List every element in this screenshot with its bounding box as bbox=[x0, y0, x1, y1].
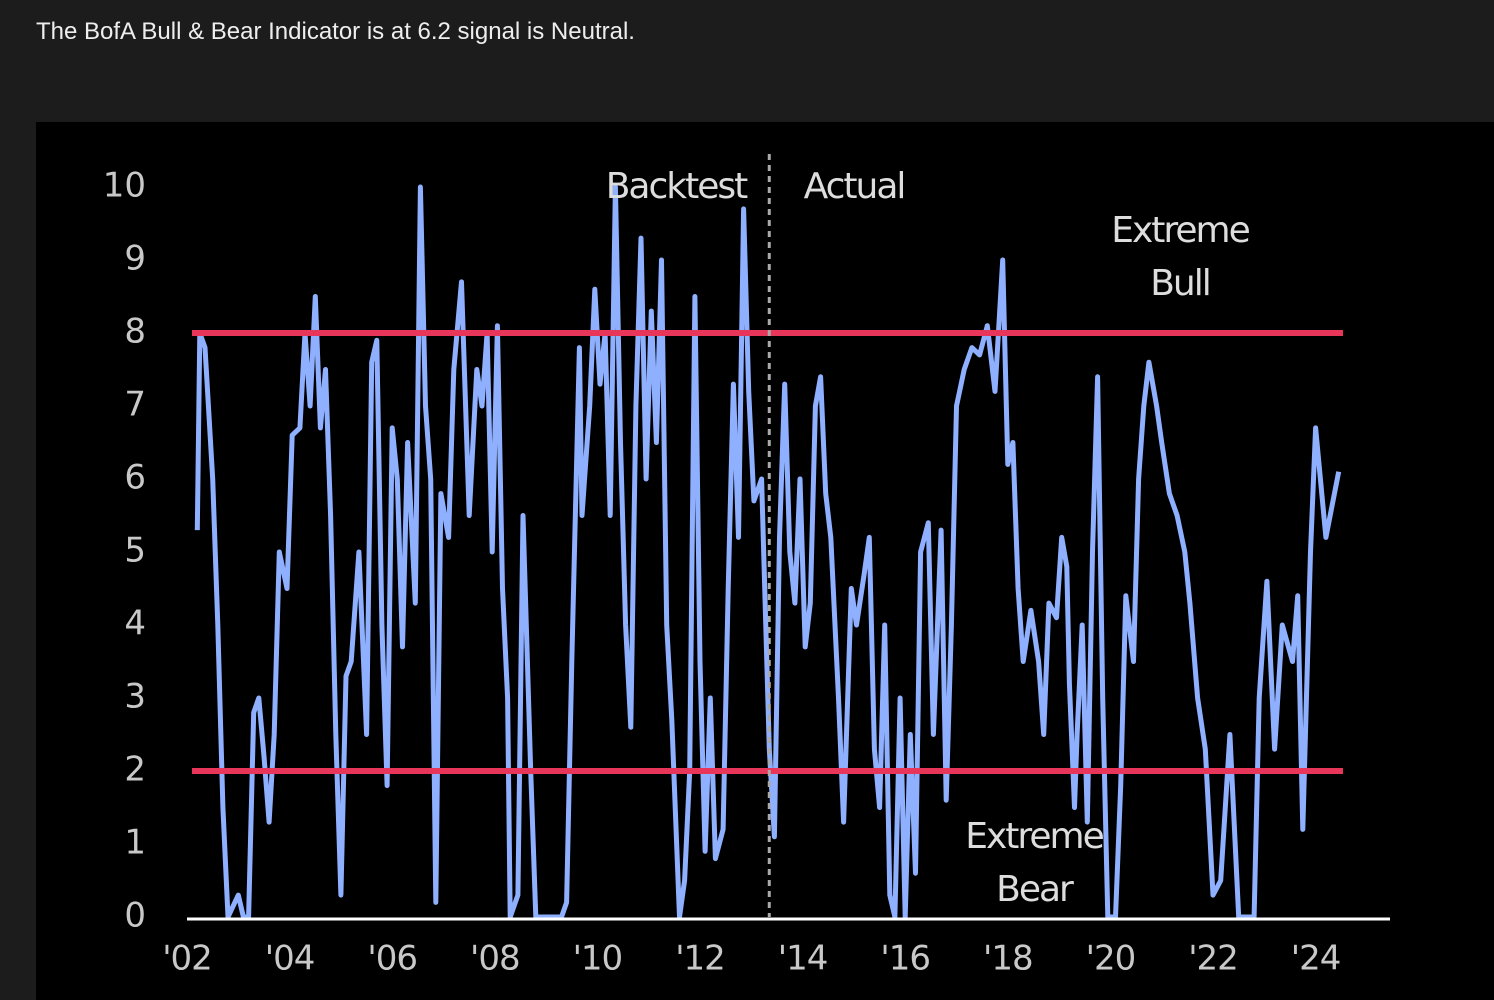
annotation: Extreme bbox=[965, 816, 1103, 857]
chart: 0 1 2 3 4 5 6 7 8 9 10 '02 '04 '06 '08 '10 '12 '14 '16 '18 '… bbox=[36, 122, 1494, 1000]
x-tick-label: '24 bbox=[1291, 939, 1341, 979]
x-tick-label: '16 bbox=[880, 939, 930, 979]
x-tick-label: '10 bbox=[573, 939, 623, 979]
y-tick-label: 2 bbox=[124, 750, 146, 790]
annotation: Backtest bbox=[606, 166, 748, 207]
y-tick-label: 8 bbox=[124, 312, 146, 352]
x-tick-label: '12 bbox=[675, 939, 725, 979]
y-tick-label: 1 bbox=[124, 823, 146, 863]
indicator-line bbox=[194, 184, 1342, 920]
y-tick-label: 0 bbox=[124, 896, 146, 936]
y-tick-label: 7 bbox=[124, 385, 146, 425]
y-tick-label: 3 bbox=[124, 677, 146, 717]
x-tick-label: '14 bbox=[778, 939, 828, 979]
x-tick-label: '04 bbox=[265, 939, 315, 979]
x-tick-label: '02 bbox=[162, 939, 212, 979]
x-tick-label: '06 bbox=[367, 939, 417, 979]
y-tick-label: 9 bbox=[124, 239, 146, 279]
y-tick-label: 6 bbox=[124, 458, 146, 498]
x-tick-label: '18 bbox=[983, 939, 1033, 979]
annotation: Extreme bbox=[1111, 210, 1249, 251]
x-tick-label: '20 bbox=[1086, 939, 1136, 979]
annotation: Bull bbox=[1150, 263, 1210, 304]
x-tick-label: '22 bbox=[1188, 939, 1238, 979]
annotation: Actual bbox=[804, 166, 905, 207]
caption: The BofA Bull & Bear Indicator is at 6.2… bbox=[36, 18, 635, 45]
x-tick-label: '08 bbox=[470, 939, 520, 979]
y-tick-label: 5 bbox=[124, 531, 146, 571]
y-tick-label: 4 bbox=[124, 604, 146, 644]
y-tick-label: 10 bbox=[103, 166, 146, 206]
annotation: Bear bbox=[996, 869, 1074, 910]
